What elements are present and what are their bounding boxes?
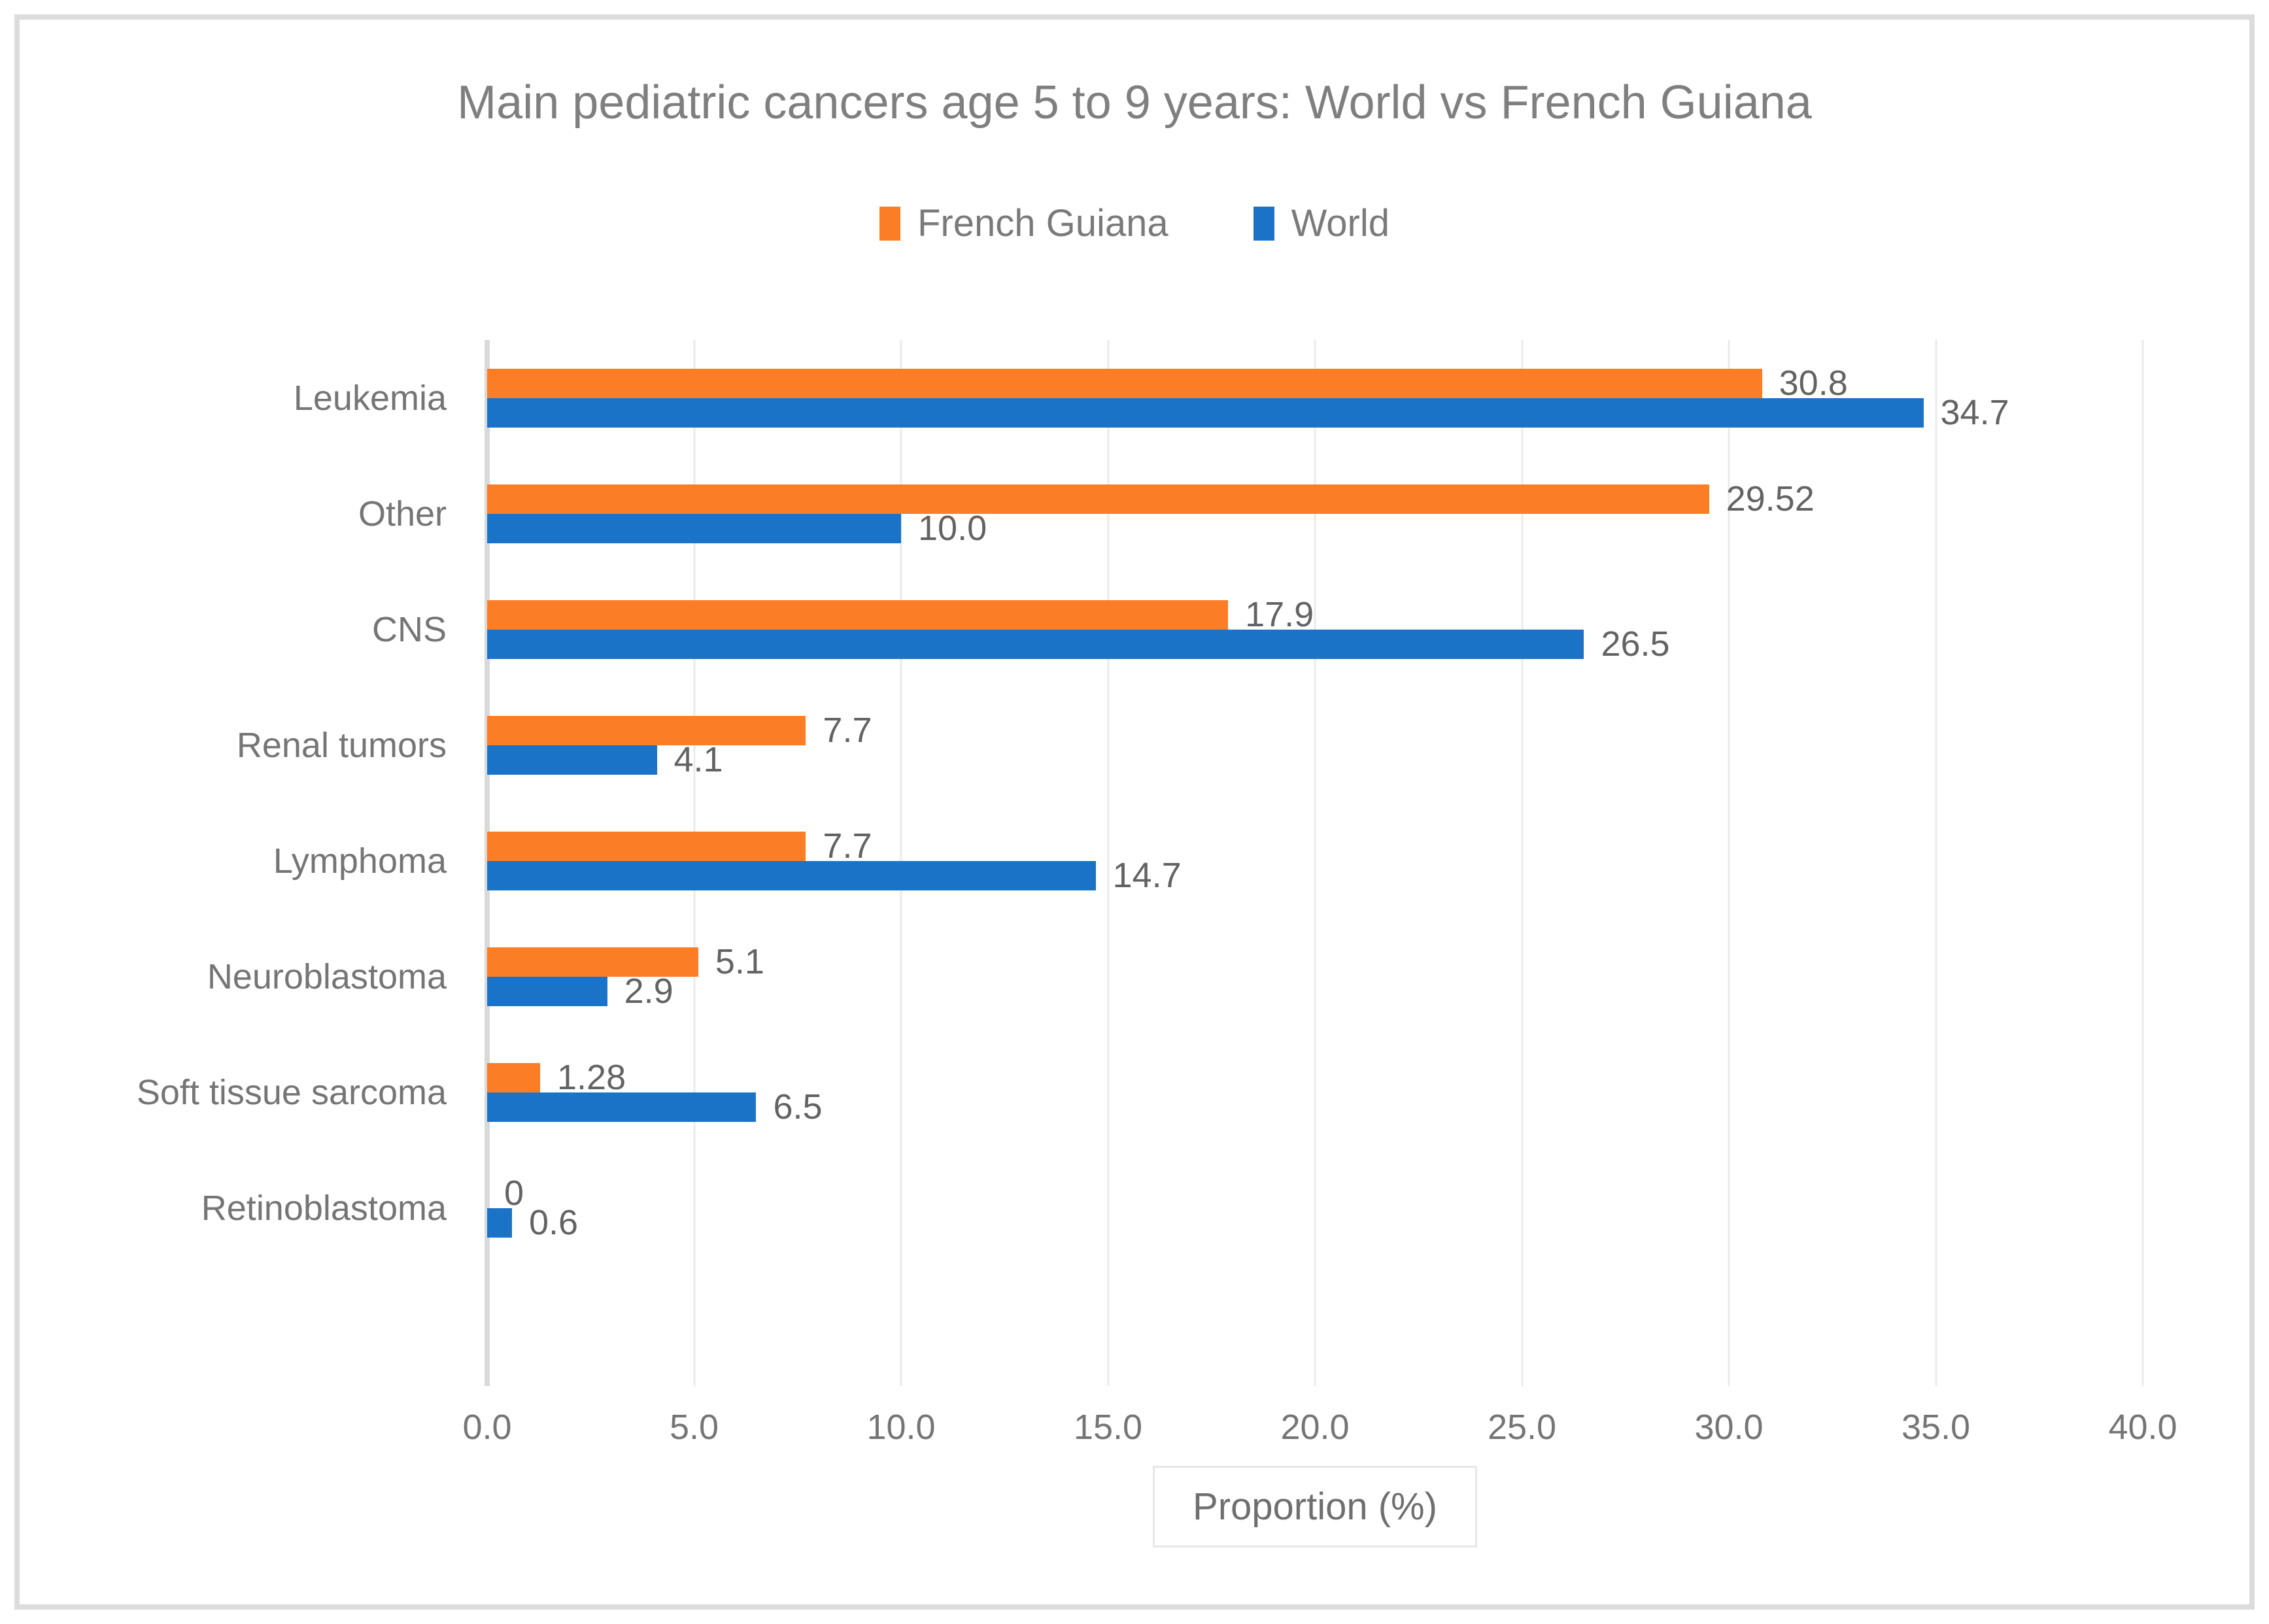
- x-tick-label: 25.0: [1487, 1408, 1557, 1447]
- bar-french-guiana: [487, 947, 698, 977]
- bar-world: [487, 976, 607, 1006]
- gridline: [1107, 340, 1109, 1386]
- bar-line-world: 0.6: [487, 1203, 2143, 1242]
- x-tick-label: 35.0: [1901, 1408, 1971, 1447]
- legend-item-french-guiana: French Guiana: [879, 201, 1169, 245]
- bar-value-label-french-guiana: 0: [504, 1174, 524, 1213]
- chart-frame-border: [14, 14, 2255, 1610]
- category-row: Lymphoma 7.7 14.7: [273, 803, 2143, 919]
- bar-value-label-french-guiana: 7.7: [823, 711, 872, 750]
- bar-line-french-guiana: 1.28: [487, 1058, 2143, 1097]
- bar-rows: Leukemia 30.8 34.7 Other 29.52 10.0 CNS …: [137, 340, 2143, 1266]
- category-label: Other: [358, 494, 447, 533]
- bar-french-guiana: [487, 831, 806, 861]
- legend-label-french-guiana: French Guiana: [917, 202, 1169, 245]
- legend-item-world: World: [1253, 201, 1390, 245]
- bar-value-label-french-guiana: 17.9: [1245, 595, 1314, 634]
- category-row: CNS 17.9 26.5: [372, 571, 2143, 687]
- x-axis-ticks: 0.0 5.0 10.0 15.0 20.0 25.0 30.0 35.0 40.0: [462, 1407, 2177, 1453]
- legend-swatch-world: [1253, 206, 1274, 241]
- gridline: [1521, 340, 1523, 1386]
- bar-french-guiana: [487, 1062, 541, 1092]
- bar-line-world: 10.0: [487, 509, 2143, 548]
- plot-area: Leukemia 30.8 34.7 Other 29.52 10.0 CNS …: [137, 340, 2144, 1386]
- bar-line-french-guiana: 7.7: [487, 711, 2143, 750]
- bar-line-french-guiana: 30.8: [487, 365, 2143, 401]
- bar-french-guiana: [487, 715, 806, 745]
- bar-line-world: 6.5: [487, 1087, 2143, 1126]
- category-row: Other 29.52 10.0: [358, 456, 2143, 571]
- bar-world: [487, 398, 1924, 428]
- x-tick-label: 10.0: [866, 1408, 936, 1447]
- bar-line-french-guiana: 5.1: [487, 942, 2143, 981]
- bar-line-world: 34.7: [487, 393, 2143, 432]
- bar-world: [487, 629, 1584, 659]
- bar-value-label-french-guiana: 30.8: [1779, 364, 1848, 403]
- gridline: [1728, 340, 1730, 1386]
- bar-value-label-french-guiana: 1.28: [557, 1058, 626, 1097]
- chart-title: Main pediatric cancers age 5 to 9 years:…: [457, 76, 1812, 129]
- bar-line-world: 26.5: [487, 626, 2143, 662]
- gridline: [2141, 340, 2144, 1386]
- bar-world: [487, 1208, 512, 1238]
- category-label: Neuroblastoma: [207, 956, 447, 996]
- bar-french-guiana: [487, 600, 1229, 630]
- category-row: Leukemia 30.8 34.7: [294, 340, 2143, 456]
- category-row: Soft tissue sarcoma 1.28 6.5: [137, 1034, 2143, 1150]
- bar-value-label-world: 34.7: [1940, 393, 2009, 432]
- x-axis-title-wrap: Proportion (%): [487, 1466, 2143, 1548]
- bar-line-french-guiana: 17.9: [487, 595, 2143, 634]
- legend-label-world: World: [1291, 202, 1390, 245]
- category-row: Retinoblastoma 0 0.6: [201, 1150, 2143, 1266]
- x-tick-label: 20.0: [1280, 1408, 1350, 1447]
- category-label: Renal tumors: [236, 725, 447, 765]
- category-label: Leukemia: [293, 378, 447, 418]
- bar-world: [487, 513, 901, 543]
- x-tick-label: 15.0: [1073, 1408, 1143, 1447]
- bar-value-label-world: 6.5: [773, 1087, 823, 1126]
- legend-swatch-french-guiana: [879, 206, 900, 241]
- bar-value-label-world: 26.5: [1601, 624, 1670, 664]
- legend: French Guiana World: [0, 201, 2269, 245]
- x-tick-label: 40.0: [2108, 1408, 2177, 1447]
- gridline: [1314, 340, 1316, 1386]
- bar-value-label-world: 4.1: [674, 740, 723, 779]
- bar-world: [487, 860, 1096, 890]
- bar-line-french-guiana: 0: [487, 1174, 2143, 1213]
- bar-value-label-french-guiana: 29.52: [1726, 479, 1815, 518]
- bar-value-label-world: 2.9: [624, 972, 674, 1011]
- bar-value-label-world: 10.0: [918, 509, 987, 548]
- category-label: Retinoblastoma: [201, 1188, 447, 1228]
- category-row: Renal tumors 7.7 4.1: [237, 687, 2143, 803]
- bar-french-guiana: [487, 368, 1762, 398]
- x-axis-title: Proportion (%): [1153, 1466, 1477, 1548]
- x-tick-label: 5.0: [669, 1408, 719, 1447]
- bar-value-label-world: 0.6: [528, 1203, 579, 1242]
- bar-line-world: 14.7: [487, 856, 2143, 895]
- x-tick-label: 0.0: [462, 1408, 512, 1447]
- bar-value-label-world: 14.7: [1112, 856, 1182, 895]
- bar-line-french-guiana: 29.52: [487, 479, 2143, 518]
- gridline: [1935, 340, 1937, 1386]
- category-label: Lymphoma: [273, 841, 447, 881]
- category-row: Neuroblastoma 5.1 2.9: [207, 919, 2143, 1034]
- bar-line-world: 2.9: [487, 973, 2143, 1009]
- x-tick-label: 30.0: [1694, 1408, 1764, 1447]
- bar-line-world: 4.1: [487, 740, 2143, 779]
- bar-value-label-french-guiana: 7.7: [823, 826, 872, 866]
- bar-world: [487, 1092, 757, 1122]
- category-label: CNS: [371, 609, 447, 649]
- bar-world: [487, 745, 657, 775]
- bar-french-guiana: [487, 484, 1709, 514]
- bar-value-label-french-guiana: 5.1: [715, 942, 764, 981]
- category-label: Soft tissue sarcoma: [136, 1072, 447, 1112]
- bar-line-french-guiana: 7.7: [487, 828, 2143, 864]
